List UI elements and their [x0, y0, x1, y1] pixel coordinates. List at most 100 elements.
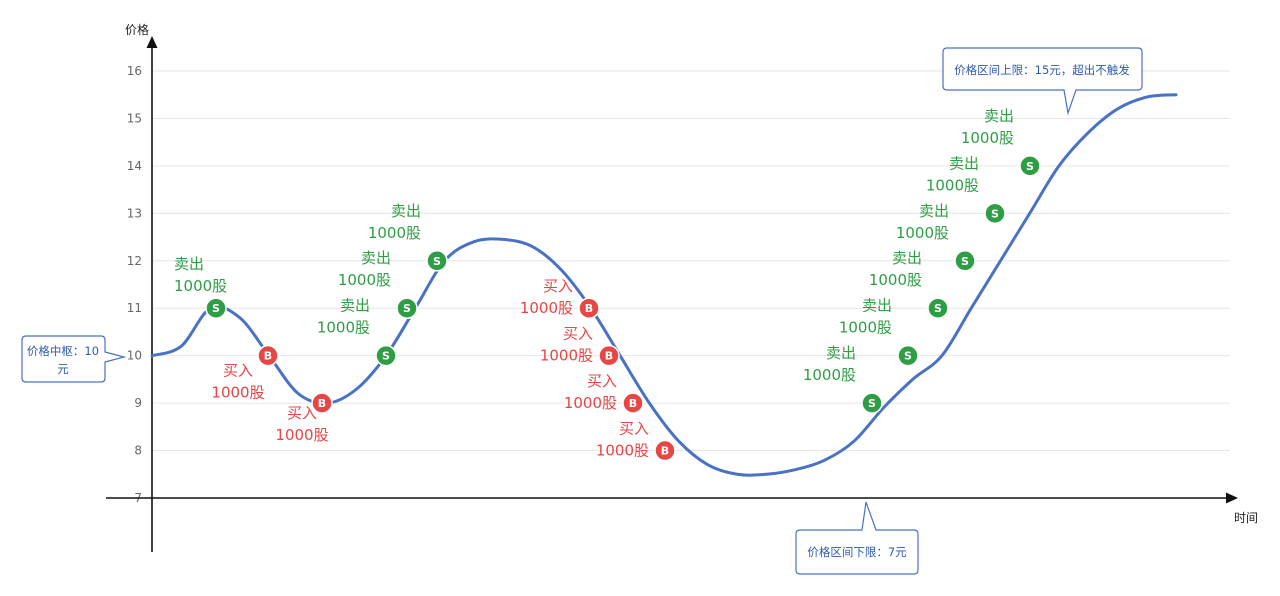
buy-marker: B 买入 1000股: [564, 372, 644, 414]
marker-label-quantity: 1000股: [174, 277, 227, 295]
marker-label-quantity: 1000股: [564, 394, 617, 412]
buy-marker: B 买入 1000股: [596, 420, 676, 462]
lower-callout-box: [795, 501, 919, 575]
marker-label-action: 卖出: [391, 202, 421, 220]
marker-label-quantity: 1000股: [839, 319, 892, 337]
y-axis-arrow: [146, 36, 158, 48]
marker-label-action: 买入: [287, 404, 317, 422]
buy-marker: B 买入 1000股: [540, 325, 620, 367]
y-tick-label: 13: [127, 206, 142, 220]
marker-label-action: 卖出: [892, 249, 922, 267]
marker-label-action: 买入: [223, 362, 253, 380]
marker-label-action: 卖出: [862, 297, 892, 315]
y-tick-label: 16: [127, 64, 142, 78]
marker-letter: S: [868, 397, 876, 410]
marker-label-quantity: 1000股: [275, 426, 328, 444]
axes: 价格 时间: [106, 22, 1258, 552]
marker-dot: [257, 344, 279, 367]
marker-label-action: 买入: [587, 372, 617, 390]
marker-label-action: 卖出: [919, 202, 949, 220]
y-tick-label: 14: [127, 159, 142, 173]
marker-label-quantity: 1000股: [803, 366, 856, 384]
marker-dot: [396, 297, 418, 319]
marker-letter: S: [212, 302, 220, 315]
marker-dot: [654, 439, 676, 462]
marker-label-quantity: 1000股: [869, 271, 922, 289]
marker-label-action: 买入: [543, 277, 573, 295]
trade-markers: S卖出1000股B买入1000股B买入1000股S卖出1000股S卖出1000股…: [174, 107, 1041, 462]
marker-letter: B: [605, 350, 613, 363]
marker-label-action: 买入: [563, 325, 593, 343]
lower-callout-text: 价格区间下限：7元: [807, 545, 907, 559]
grid-lines: [152, 70, 1230, 452]
marker-label-quantity: 1000股: [317, 319, 370, 337]
marker-dot: [622, 392, 644, 414]
marker-dot: [861, 392, 883, 414]
y-axis-label: 价格: [125, 22, 149, 37]
marker-label-quantity: 1000股: [338, 271, 391, 289]
marker-letter: S: [1026, 160, 1034, 173]
marker-dot: [598, 344, 620, 367]
sell-marker: S 卖出 1000股: [317, 297, 397, 367]
sell-marker: S 卖出 1000股: [338, 249, 418, 319]
sell-marker: S 卖出 1000股: [839, 297, 919, 367]
marker-letter: B: [629, 397, 637, 410]
marker-dot: [578, 297, 600, 319]
marker-letter: S: [934, 302, 942, 315]
marker-label-quantity: 1000股: [926, 176, 979, 194]
sell-marker: S 卖出 1000股: [896, 202, 976, 272]
marker-dot: [311, 392, 333, 414]
marker-label-action: 卖出: [984, 107, 1014, 125]
sell-marker: S 卖出 1000股: [869, 249, 949, 319]
y-tick-label: 15: [127, 111, 142, 125]
marker-label-action: 卖出: [949, 154, 979, 172]
y-tick-label: 9: [134, 396, 142, 410]
sell-marker: S 卖出 1000股: [961, 107, 1041, 177]
center-callout-box: [21, 335, 127, 383]
marker-letter: B: [661, 445, 669, 458]
marker-letter: B: [318, 397, 326, 410]
marker-label-quantity: 1000股: [961, 129, 1014, 147]
y-tick-label: 11: [127, 301, 142, 315]
marker-label-quantity: 1000股: [368, 224, 421, 242]
y-tick-label: 8: [134, 444, 142, 458]
marker-dot: [375, 344, 397, 367]
x-axis-label: 时间: [1234, 511, 1258, 525]
callouts: 价格中枢：10 元 价格区间上限：15元，超出不触发 价格区间下限：7元: [21, 47, 1143, 575]
x-axis-arrow: [1226, 492, 1238, 504]
marker-label-quantity: 1000股: [540, 347, 593, 365]
marker-letter: S: [904, 350, 912, 363]
marker-dot: [984, 202, 1006, 225]
y-tick-label: 12: [127, 254, 142, 268]
marker-label-action: 卖出: [826, 344, 856, 362]
marker-label-quantity: 1000股: [896, 224, 949, 242]
upper-callout-box: [942, 47, 1143, 116]
marker-dot: [426, 250, 448, 272]
center-callout-line2: 元: [57, 362, 69, 376]
marker-dot: [1019, 155, 1041, 177]
sell-marker: S 卖出 1000股: [174, 255, 227, 319]
marker-dot: [897, 344, 919, 367]
marker-letter: S: [403, 302, 411, 315]
marker-letter: S: [382, 350, 390, 363]
buy-marker: B买入 1000股: [275, 392, 333, 444]
upper-callout-text: 价格区间上限：15元，超出不触发: [954, 63, 1130, 77]
marker-label-quantity: 1000股: [596, 442, 649, 460]
marker-label-action: 买入: [619, 420, 649, 438]
marker-label-quantity: 1000股: [211, 384, 264, 402]
marker-dot: [927, 297, 949, 319]
center-callout-line1: 价格中枢：10: [27, 344, 99, 358]
marker-dot: [954, 250, 976, 272]
marker-label-action: 卖出: [361, 249, 391, 267]
sell-marker: S 卖出 1000股: [368, 202, 448, 272]
buy-marker: B 买入 1000股: [520, 277, 600, 319]
marker-label-quantity: 1000股: [520, 299, 573, 317]
marker-letter: S: [991, 207, 999, 220]
marker-dot: [205, 297, 227, 319]
marker-letter: S: [961, 255, 969, 268]
marker-letter: B: [585, 302, 593, 315]
